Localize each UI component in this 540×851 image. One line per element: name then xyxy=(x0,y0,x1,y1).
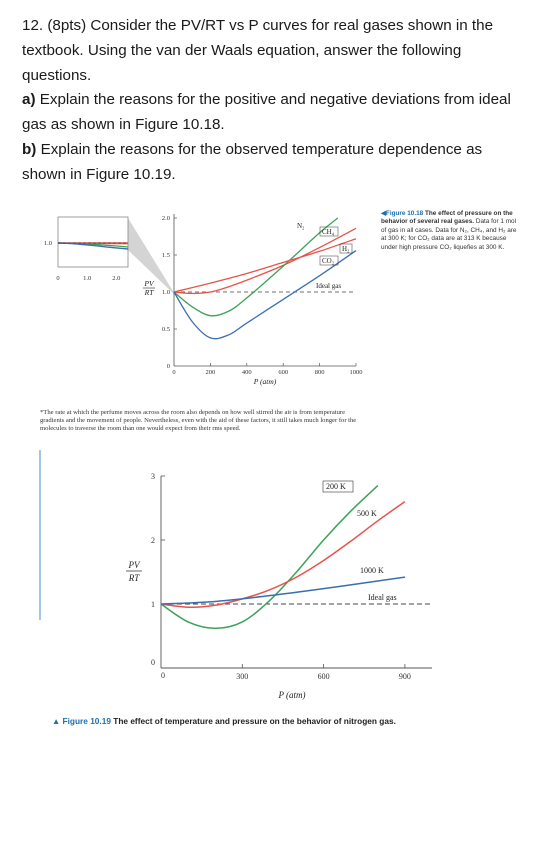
caption-19-label: ▲ Figure 10.19 xyxy=(52,716,111,726)
label-200k-box xyxy=(322,480,354,493)
part-a-label: a) xyxy=(22,91,36,109)
caption-18-title: The effect of pressure on the behavior o… xyxy=(381,210,513,226)
y-tick-label: 1.5 xyxy=(162,252,170,259)
y-axis-label-num: PV xyxy=(143,279,155,288)
question-intro: 12. (8pts) Consider the PV/RT vs P curve… xyxy=(22,17,494,84)
question-part-b: b) Explain the reasons for the observed … xyxy=(22,138,522,188)
series-co2 xyxy=(173,250,357,340)
series-ch4 xyxy=(173,217,339,317)
series-t500 xyxy=(160,500,406,608)
x-tick-label-19: 600 xyxy=(318,672,330,681)
label-h2-box xyxy=(339,243,353,254)
x-tick-label: 600 xyxy=(278,369,288,376)
series-h2 xyxy=(173,238,357,293)
question-part-a: a) Explain the reasons for the positive … xyxy=(22,88,522,138)
question-block: 12. (8pts) Consider the PV/RT vs P curve… xyxy=(22,14,522,188)
x-axis-label-19: P (atm) xyxy=(277,690,305,700)
zoom-wedge xyxy=(128,218,176,296)
y-tick-label-19: 2 xyxy=(151,536,155,545)
y-tick-label-19: 0 xyxy=(151,658,155,667)
caption-19-text: The effect of temperature and pressure o… xyxy=(113,716,396,726)
series-n2 xyxy=(173,227,357,295)
y-tick-label-19: 1 xyxy=(151,600,155,609)
inset-x-tick: 2.0 xyxy=(112,275,120,282)
label-1000k: 1000 K xyxy=(360,566,384,575)
y-axis-label-den-19: RT xyxy=(128,573,140,583)
series-t1000 xyxy=(160,576,406,605)
x-tick-label: 800 xyxy=(315,369,325,376)
y-tick-label: 0.5 xyxy=(162,326,170,333)
x-tick-label-19: 900 xyxy=(399,672,411,681)
x-tick-label: 400 xyxy=(242,369,252,376)
y-tick-label: 1.0 xyxy=(162,289,170,296)
caption-18-text: Data for 1 mol of gas in all cases. Data… xyxy=(381,218,517,251)
label-200k: 200 K xyxy=(326,482,346,491)
label-ideal-gas: Ideal gas xyxy=(316,282,341,290)
inset-x-tick-0: 0 xyxy=(56,275,59,282)
y-tick-label: 2.0 xyxy=(162,215,170,222)
x-tick-zero-19: 0 xyxy=(161,671,165,680)
figure-10-19-caption: ▲ Figure 10.19 The effect of temperature… xyxy=(52,716,396,726)
part-b-label: b) xyxy=(22,140,37,158)
caption-18-label: ◀Figure 10.18 xyxy=(381,210,424,217)
y-axis-label-den: RT xyxy=(144,288,155,297)
label-500k: 500 K xyxy=(357,509,377,518)
label-n2: N₂ xyxy=(297,222,305,230)
inset-frame xyxy=(57,216,129,268)
y-tick-zero: 0 xyxy=(167,363,170,370)
x-tick-label: 1000 xyxy=(350,369,363,376)
x-tick-label: 200 xyxy=(206,369,216,376)
label-ch4: CH₄ xyxy=(322,228,335,236)
footnote: *The rate at which the perfume moves acr… xyxy=(40,409,357,433)
part-b-text: Explain the reasons for the observed tem… xyxy=(22,140,483,183)
inset-y-tick: 1.0 xyxy=(44,240,52,247)
label-ideal-gas-19: Ideal gas xyxy=(368,593,397,602)
label-h2: H₂ xyxy=(342,245,350,253)
label-co2: CO₂ xyxy=(322,257,335,265)
y-axis-label-num-19: PV xyxy=(128,560,141,570)
label-co2-box xyxy=(319,255,339,266)
series-t200 xyxy=(160,485,379,630)
inset-x-tick: 1.0 xyxy=(83,275,91,282)
label-ch4-box xyxy=(319,226,339,237)
x-axis-label: P (atm) xyxy=(253,377,277,386)
x-tick-label-19: 300 xyxy=(236,672,248,681)
figure-10-19: 0 1 2 3 0 300 600 900 P (atm) PV RT 200 K 500 K 1000 … xyxy=(39,450,432,700)
part-a-text: Explain the reasons for the positive and… xyxy=(22,91,511,134)
y-tick-label-19: 3 xyxy=(151,472,155,481)
figure-10-18-caption: ◀Figure 10.18 The effect of pressure on … xyxy=(381,210,521,252)
x-tick-zero: 0 xyxy=(172,369,175,376)
